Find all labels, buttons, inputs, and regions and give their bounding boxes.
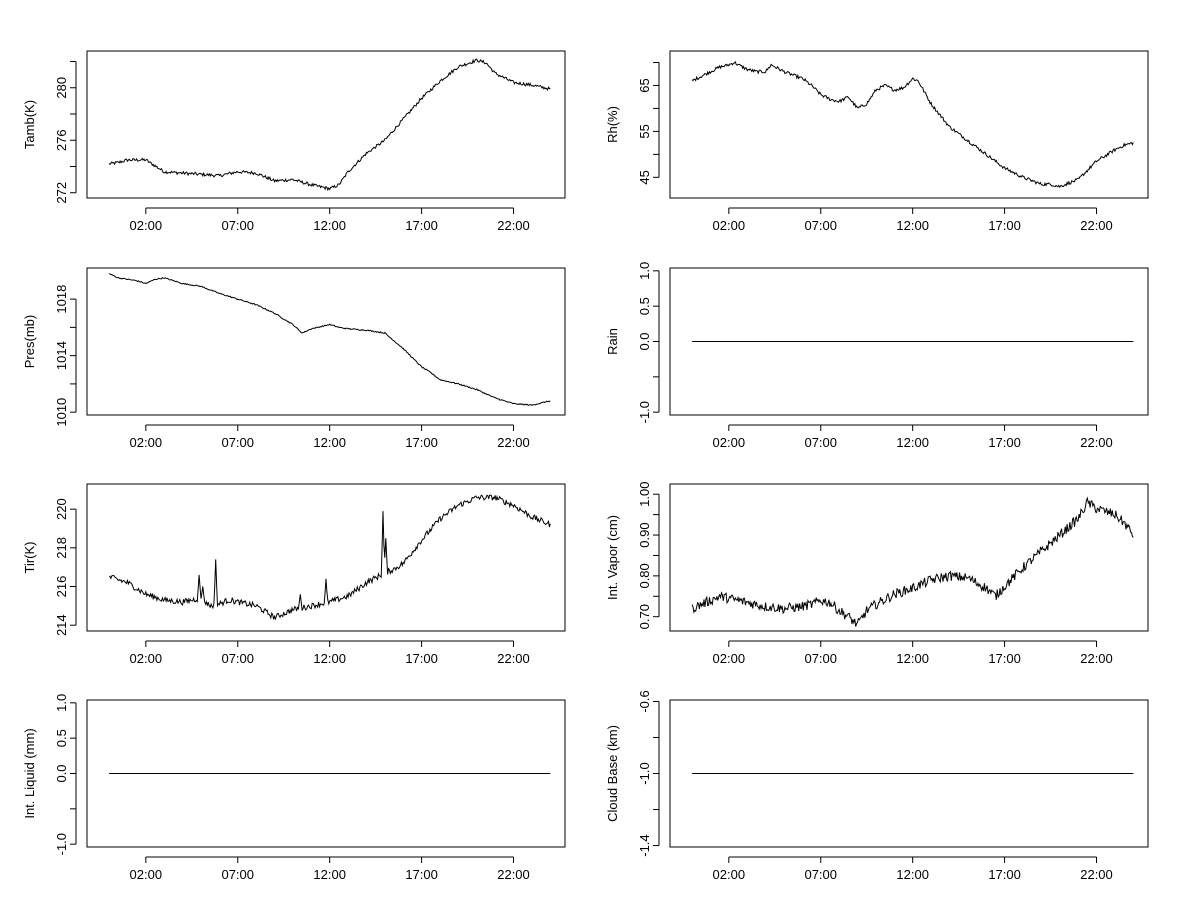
y-tick-label: 0.0 — [54, 764, 69, 782]
y-tick-label: 1.00 — [637, 482, 652, 507]
y-tick-label: 0.5 — [637, 297, 652, 315]
x-tick-label: 17:00 — [405, 651, 438, 666]
x-tick-label: 12:00 — [896, 435, 929, 450]
y-axis-label: Cloud Base (km) — [605, 725, 620, 822]
x-tick-label: 12:00 — [896, 651, 929, 666]
y-tick-label: 45 — [637, 170, 652, 184]
y-tick-label: 220 — [54, 498, 69, 520]
chart-panel: 02:00 07:00 12:00 17:00 22:00 272 276 280 Tamb(K… — [22, 50, 566, 233]
y-tick-label: 1018 — [54, 285, 69, 314]
x-tick-label: 02:00 — [713, 435, 746, 450]
plot-frame — [669, 267, 1149, 416]
x-tick-label: 02:00 — [130, 435, 163, 450]
x-tick-label: 07:00 — [804, 867, 837, 882]
plot-frame — [669, 50, 1149, 199]
series-line — [108, 273, 551, 406]
x-tick-label: 22:00 — [1080, 218, 1113, 233]
chart-panel: 02:00 07:00 12:00 17:00 22:00 -1.0 0.0 0.5 1.0 Ra… — [605, 262, 1149, 450]
x-tick-label: 12:00 — [313, 867, 346, 882]
y-tick-label: -1.0 — [54, 833, 69, 855]
y-tick-label: -1.0 — [637, 401, 652, 423]
x-tick-label: 22:00 — [497, 435, 530, 450]
x-tick-label: 02:00 — [130, 867, 163, 882]
y-axis-label: Int. Vapor (cm) — [605, 515, 620, 600]
x-tick-label: 07:00 — [221, 651, 254, 666]
plot-frame — [86, 483, 566, 632]
x-tick-label: 07:00 — [804, 651, 837, 666]
y-tick-label: 1.0 — [54, 694, 69, 712]
x-tick-label: 07:00 — [804, 435, 837, 450]
plot-frame — [86, 50, 566, 199]
x-tick-label: 22:00 — [1080, 867, 1113, 882]
x-tick-label: 02:00 — [130, 218, 163, 233]
series-line — [691, 60, 1134, 189]
x-tick-label: 07:00 — [221, 218, 254, 233]
x-tick-label: 12:00 — [313, 435, 346, 450]
series-line — [108, 494, 551, 621]
chart-panel: 02:00 07:00 12:00 17:00 22:00 0.70 0.80 0.90 1.0… — [605, 482, 1149, 666]
y-axis-label: Rh(%) — [605, 106, 620, 143]
y-tick-label: 280 — [54, 77, 69, 99]
y-tick-label: 1010 — [54, 398, 69, 427]
x-tick-label: 02:00 — [713, 218, 746, 233]
y-axis-label: Tir(K) — [22, 541, 37, 573]
y-tick-label: 218 — [54, 537, 69, 559]
x-tick-label: 12:00 — [313, 651, 346, 666]
x-tick-label: 17:00 — [988, 651, 1021, 666]
x-tick-label: 17:00 — [405, 435, 438, 450]
series-line — [108, 58, 551, 192]
y-tick-label: -1.4 — [637, 834, 652, 856]
x-tick-label: 02:00 — [130, 651, 163, 666]
x-tick-label: 17:00 — [988, 867, 1021, 882]
x-tick-label: 22:00 — [1080, 435, 1113, 450]
y-tick-label: 276 — [54, 129, 69, 151]
x-tick-label: 17:00 — [988, 435, 1021, 450]
x-tick-label: 17:00 — [405, 218, 438, 233]
x-tick-label: 22:00 — [497, 651, 530, 666]
y-tick-label: 0.70 — [637, 604, 652, 629]
x-tick-label: 17:00 — [405, 867, 438, 882]
chart-panel: 02:00 07:00 12:00 17:00 22:00 214 216 218 220 Tir… — [22, 483, 566, 666]
x-tick-label: 22:00 — [1080, 651, 1113, 666]
x-tick-label: 22:00 — [497, 218, 530, 233]
chart-panel: 02:00 07:00 12:00 17:00 22:00 45 55 65 Rh(%) — [605, 50, 1149, 233]
y-tick-label: 272 — [54, 182, 69, 204]
chart-panel: 02:00 07:00 12:00 17:00 22:00 1010 1014 1018 Pre… — [22, 267, 566, 450]
plot-frame — [86, 267, 566, 416]
y-axis-label: Int. Liquid (mm) — [22, 728, 37, 818]
y-tick-label: 0.0 — [637, 332, 652, 350]
chart-panel: 02:00 07:00 12:00 17:00 22:00 -1.4 -1.0 -0.6 Clo… — [605, 690, 1149, 882]
x-tick-label: 12:00 — [896, 218, 929, 233]
x-tick-label: 02:00 — [713, 867, 746, 882]
x-tick-label: 22:00 — [497, 867, 530, 882]
x-tick-label: 12:00 — [896, 867, 929, 882]
plot-frame — [669, 483, 1149, 632]
x-tick-label: 07:00 — [221, 435, 254, 450]
y-axis-label: Tamb(K) — [22, 100, 37, 149]
y-tick-label: 0.90 — [637, 522, 652, 547]
y-tick-label: 1.0 — [637, 262, 652, 280]
plot-frame — [669, 699, 1149, 848]
y-tick-label: 1014 — [54, 341, 69, 370]
x-tick-label: 12:00 — [313, 218, 346, 233]
y-tick-label: 0.80 — [637, 563, 652, 588]
chart-panel: 02:00 07:00 12:00 17:00 22:00 -1.0 0.0 0.5 1.0 In… — [22, 694, 566, 882]
y-tick-label: 216 — [54, 576, 69, 598]
y-tick-label: -0.6 — [637, 690, 652, 712]
x-tick-label: 17:00 — [988, 218, 1021, 233]
x-tick-label: 07:00 — [804, 218, 837, 233]
series-line — [691, 496, 1134, 627]
x-tick-label: 07:00 — [221, 867, 254, 882]
plot-frame — [86, 699, 566, 848]
y-axis-label: Pres(mb) — [22, 315, 37, 368]
x-tick-label: 02:00 — [713, 651, 746, 666]
y-tick-label: 214 — [54, 614, 69, 636]
y-tick-label: 0.5 — [54, 729, 69, 747]
y-tick-label: 55 — [637, 124, 652, 138]
y-tick-label: -1.0 — [637, 762, 652, 784]
y-axis-label: Rain — [605, 328, 620, 355]
y-tick-label: 65 — [637, 78, 652, 92]
